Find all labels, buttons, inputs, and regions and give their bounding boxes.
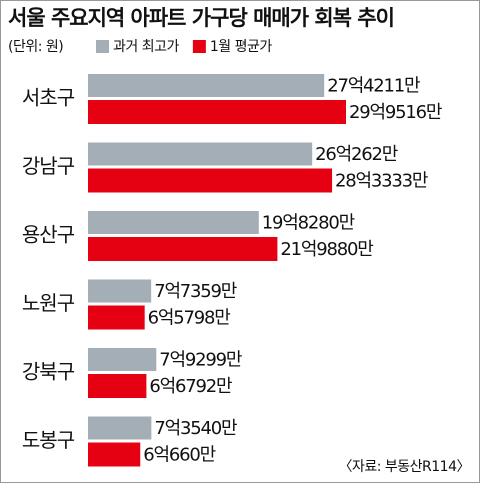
value-label: 6억5798만 xyxy=(148,308,231,329)
bar xyxy=(88,442,141,467)
category-label: 강북구 xyxy=(22,360,75,384)
legend-swatch xyxy=(96,40,109,53)
bar xyxy=(88,374,147,398)
value-label: 7억3540만 xyxy=(154,418,237,439)
unit-label: (단위: 원) xyxy=(8,39,63,55)
bar xyxy=(88,237,278,261)
value-label: 6억660만 xyxy=(143,445,215,466)
bar xyxy=(88,416,152,440)
category-label: 도봉구 xyxy=(22,428,75,452)
legend-label: 과거 최고가 xyxy=(113,39,179,55)
bar xyxy=(88,168,333,193)
value-label: 7억7359만 xyxy=(154,281,237,302)
value-label: 7억9299만 xyxy=(159,350,242,371)
value-label: 27억4211만 xyxy=(327,76,420,97)
chart-title: 서울 주요지역 아파트 가구당 매매가 회복 추이 xyxy=(8,6,394,30)
source: 〈자료: 부동산R114〉 xyxy=(338,459,470,475)
category-label: 강남구 xyxy=(22,154,75,178)
bar xyxy=(88,348,157,371)
value-label: 29억9516만 xyxy=(349,102,442,123)
bar xyxy=(88,305,145,330)
value-label: 21억9880만 xyxy=(280,239,373,260)
category-label: 서초구 xyxy=(22,86,75,110)
bar xyxy=(88,279,152,303)
bar xyxy=(88,142,313,166)
bar xyxy=(88,211,259,234)
legend-label: 1월 평균가 xyxy=(210,39,272,55)
value-label: 28억3333만 xyxy=(335,171,428,192)
legend-swatch xyxy=(192,40,206,53)
value-label: 19억8280만 xyxy=(262,213,355,234)
value-label: 6억6792만 xyxy=(149,376,232,397)
bar xyxy=(88,100,346,124)
category-label: 노원구 xyxy=(22,291,75,315)
category-label: 용산구 xyxy=(22,223,75,247)
value-label: 26억262만 xyxy=(315,144,398,165)
bar xyxy=(88,74,325,97)
